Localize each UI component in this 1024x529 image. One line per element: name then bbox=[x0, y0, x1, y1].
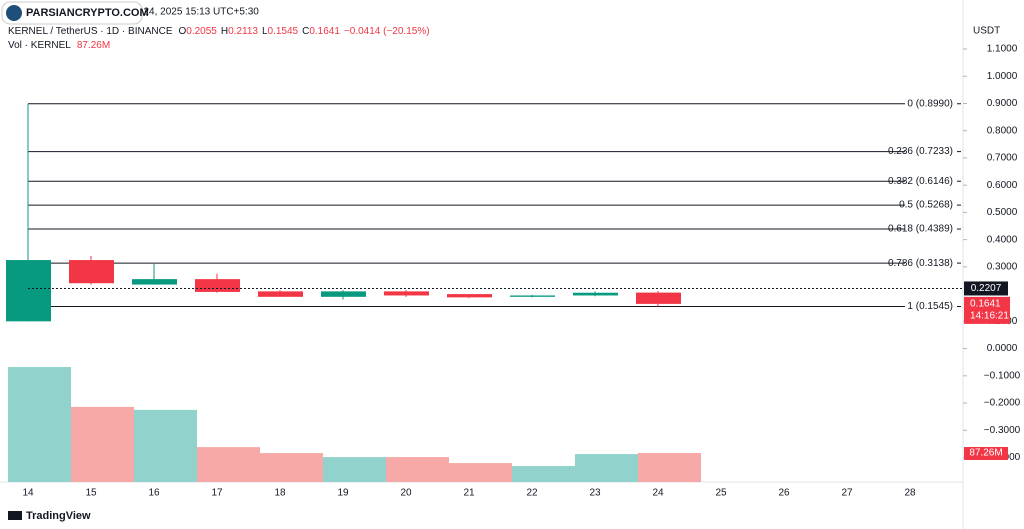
fib-label: 0.5 (0.5268) bbox=[899, 200, 953, 211]
x-tick-label: 16 bbox=[148, 488, 160, 499]
y-tick-label: −0.2000 bbox=[984, 398, 1021, 409]
volume-title: Vol · KERNEL bbox=[8, 40, 71, 51]
y-tick-label: −0.3000 bbox=[984, 425, 1021, 436]
last-price-box bbox=[964, 296, 1010, 324]
y-tick-label: 0.9000 bbox=[987, 98, 1018, 109]
volume-bar bbox=[134, 409, 197, 482]
volume-bar bbox=[512, 466, 575, 482]
x-tick-label: 22 bbox=[526, 488, 538, 499]
candle-body bbox=[69, 260, 114, 284]
volume-bar bbox=[323, 457, 386, 482]
volume-bar bbox=[386, 457, 449, 482]
y-tick-label: 0.8000 bbox=[987, 125, 1018, 136]
x-tick-label: 23 bbox=[589, 488, 601, 499]
volume-bar bbox=[197, 447, 260, 482]
y-tick-label: 0.7000 bbox=[987, 153, 1018, 164]
fib-label: 0 (0.8990) bbox=[907, 98, 953, 109]
candle-body bbox=[258, 291, 303, 297]
volume-bar bbox=[71, 406, 134, 482]
price-line-label: 0.2207 bbox=[971, 283, 1002, 294]
candle-body bbox=[510, 295, 555, 297]
x-tick-label: 15 bbox=[85, 488, 97, 499]
x-tick-label: 28 bbox=[904, 488, 916, 499]
x-tick-label: 20 bbox=[400, 488, 412, 499]
y-tick-label: 0.6000 bbox=[987, 180, 1018, 191]
volume-bar bbox=[260, 453, 323, 482]
x-tick-label: 21 bbox=[463, 488, 475, 499]
footer-logo bbox=[8, 511, 22, 520]
plot: 0 (0.8990) 0.236 (0.7233) 0.382 (0.6146) 0.… bbox=[6, 98, 961, 482]
candle-body bbox=[573, 292, 618, 296]
currency: USDT bbox=[973, 26, 1000, 37]
candle-body bbox=[195, 279, 240, 292]
y-tick-label: 1.1000 bbox=[987, 44, 1018, 55]
candle-body bbox=[6, 260, 51, 322]
high-value: 0.2113 bbox=[228, 26, 258, 37]
low-value: 0.1545 bbox=[268, 26, 299, 37]
candle-body bbox=[132, 279, 177, 285]
volume-value: 87.26M bbox=[77, 40, 110, 51]
footer: TradingView bbox=[26, 510, 91, 522]
watermark-logo bbox=[6, 5, 22, 21]
candle-body bbox=[384, 291, 429, 296]
source-line: TradingView.com, Apr 24, 2025 15:13 UTC+… bbox=[44, 7, 259, 18]
candle-body bbox=[636, 292, 681, 304]
fib-label: 0.618 (0.4389) bbox=[888, 224, 953, 235]
y-tick-label: 0.0000 bbox=[987, 343, 1018, 354]
close-value: 0.1641 bbox=[309, 26, 340, 37]
x-tick-label: 18 bbox=[274, 488, 286, 499]
y-tick-label: 1.0000 bbox=[987, 71, 1018, 82]
volume-label-box bbox=[964, 446, 1008, 460]
fib-label: 1 (0.1545) bbox=[907, 301, 953, 312]
countdown: 14:16:21 bbox=[970, 311, 1009, 322]
x-tick-label: 27 bbox=[841, 488, 853, 499]
x-tick-label: 25 bbox=[715, 488, 727, 499]
open-value: 0.2055 bbox=[186, 26, 217, 37]
y-tick-label: −0.1000 bbox=[984, 370, 1021, 381]
symbol: KERNEL / TetherUS · 1D · BINANCE bbox=[8, 26, 173, 37]
volume-bar bbox=[8, 367, 71, 482]
candle-body bbox=[447, 294, 492, 298]
x-tick-label: 14 bbox=[22, 488, 34, 499]
volume-header: Vol · KERNEL 87.26M bbox=[8, 40, 110, 51]
last-price-label: 0.1641 bbox=[970, 299, 1001, 310]
volume-bar bbox=[449, 463, 512, 482]
y-tick-label: 0.3000 bbox=[987, 262, 1018, 273]
candle-body bbox=[321, 291, 366, 297]
x-tick-label: 26 bbox=[778, 488, 790, 499]
volume-bar bbox=[575, 454, 638, 482]
y-tick-label: 0.4000 bbox=[987, 234, 1018, 245]
c-label: C bbox=[302, 26, 309, 37]
watermark-box bbox=[1, 1, 143, 25]
x-tick-label: 24 bbox=[652, 488, 664, 499]
h-label: H bbox=[221, 26, 228, 37]
header: KERNEL / TetherUS · 1D · BINANCE O0.2055 H… bbox=[8, 26, 430, 37]
watermark: PARSIANCRYPTO.COM bbox=[26, 7, 149, 19]
volume-label: 87.26M bbox=[969, 448, 1002, 459]
o-label: O bbox=[179, 26, 187, 37]
l-label: L bbox=[262, 26, 268, 37]
volume-bar bbox=[638, 452, 701, 482]
change: −0.0414 (−20.15%) bbox=[344, 26, 430, 37]
price-line-box bbox=[964, 281, 1008, 296]
fib-label: 0.382 (0.6146) bbox=[888, 176, 953, 187]
x-tick-label: 19 bbox=[337, 488, 349, 499]
x-tick-label: 17 bbox=[211, 488, 223, 499]
fib-label: 0.236 (0.7233) bbox=[888, 146, 953, 157]
fib-label: 0.786 (0.3138) bbox=[888, 258, 953, 269]
y-tick-label: 0.5000 bbox=[987, 207, 1018, 218]
